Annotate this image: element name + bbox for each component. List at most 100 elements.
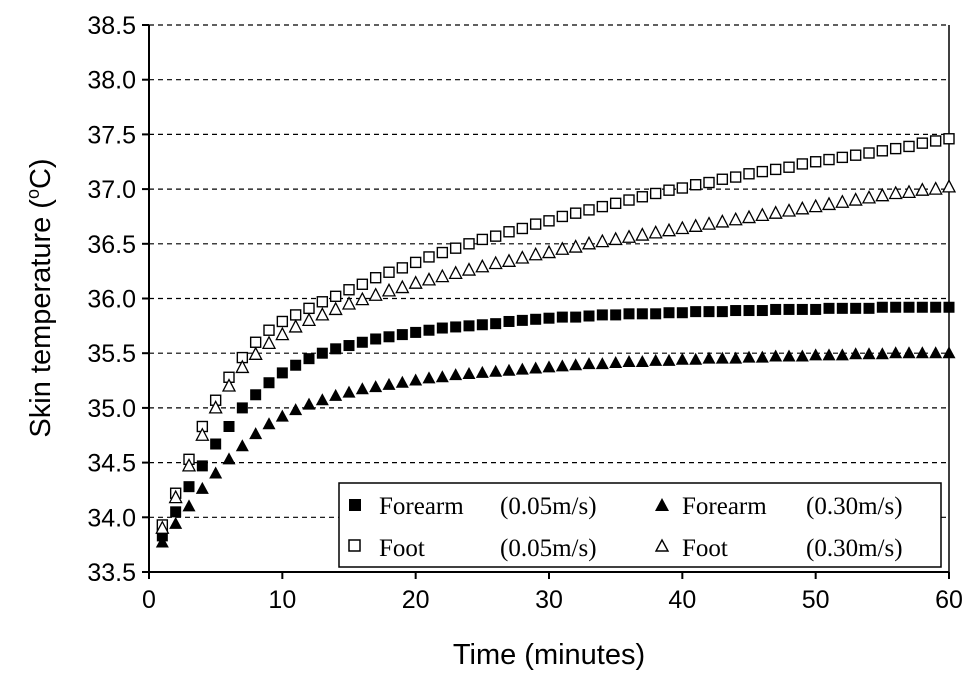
legend-label: Foot — [682, 535, 728, 562]
data-point — [424, 325, 435, 336]
data-point — [423, 273, 435, 285]
data-point — [410, 277, 422, 289]
data-point — [690, 220, 702, 232]
x-tick-label: 60 — [935, 586, 963, 614]
data-point — [236, 439, 249, 451]
data-point — [583, 357, 596, 369]
data-point — [837, 303, 848, 314]
data-point — [944, 134, 954, 144]
data-point — [544, 313, 555, 324]
series-2 — [157, 134, 954, 530]
data-point — [423, 371, 436, 383]
data-point — [384, 331, 395, 342]
data-point — [491, 231, 501, 241]
x-tick-label: 10 — [268, 586, 296, 614]
data-point — [809, 348, 822, 360]
grid — [149, 25, 949, 517]
data-point — [344, 285, 354, 295]
data-point — [863, 191, 875, 203]
data-point — [717, 174, 727, 184]
data-point — [637, 192, 647, 202]
data-point — [343, 386, 356, 398]
data-point — [223, 452, 236, 464]
data-point — [277, 316, 287, 326]
legend-label-suffix: (0.30m/s) — [806, 493, 903, 520]
data-point — [770, 207, 782, 219]
data-point — [410, 327, 421, 338]
data-point — [557, 211, 567, 221]
data-point — [717, 306, 728, 317]
data-point — [744, 305, 755, 316]
data-point — [504, 316, 515, 327]
data-point — [664, 307, 675, 318]
data-point — [249, 427, 262, 439]
data-point — [463, 264, 475, 276]
data-point — [916, 346, 929, 358]
data-point — [450, 267, 462, 279]
data-point — [624, 308, 635, 319]
data-point — [596, 235, 608, 247]
y-axis-title: Skin temperature (oC) — [23, 158, 57, 437]
data-point — [850, 194, 862, 206]
y-tick-label: 35.5 — [87, 340, 136, 368]
data-point — [450, 321, 461, 332]
data-point — [769, 349, 782, 361]
data-point — [490, 318, 501, 329]
data-point — [516, 363, 529, 375]
y-tick-label: 38.0 — [87, 67, 136, 95]
data-point — [276, 410, 289, 422]
data-point — [436, 270, 448, 282]
data-point — [357, 337, 368, 348]
y-ticks: 33.5 34.0 34.5 35.0 35.5 36.0 36.5 37.0 37.5 38.0… — [87, 12, 149, 587]
data-point — [183, 499, 196, 511]
y-tick-label: 36.0 — [87, 286, 136, 314]
data-point — [557, 312, 568, 323]
data-point — [371, 273, 381, 283]
data-point — [490, 257, 502, 269]
data-point — [276, 328, 288, 340]
legend-label-suffix: (0.05m/s) — [500, 493, 597, 520]
data-point — [889, 346, 902, 358]
legend-label: Forearm — [379, 493, 464, 520]
data-point — [770, 304, 781, 315]
data-point — [570, 312, 581, 323]
y-tick-label: 34.5 — [87, 450, 136, 478]
data-point — [703, 352, 716, 364]
x-axis-title: Time (minutes) — [453, 639, 645, 671]
data-point — [304, 353, 315, 364]
data-point — [396, 376, 409, 388]
y-tick-label: 37.0 — [87, 176, 136, 204]
data-point — [424, 252, 434, 262]
data-point — [796, 349, 809, 361]
data-point — [876, 347, 889, 359]
data-point — [663, 224, 675, 236]
data-point — [704, 178, 714, 188]
data-point — [836, 348, 849, 360]
data-point — [756, 209, 768, 221]
data-point — [610, 309, 621, 320]
legend-label-suffix: (0.05m/s) — [500, 535, 597, 562]
data-point — [397, 263, 407, 273]
data-point — [464, 320, 475, 331]
data-point — [903, 186, 915, 198]
data-point — [411, 257, 421, 267]
data-point — [649, 354, 662, 366]
data-point — [864, 148, 874, 158]
data-point — [169, 517, 182, 529]
y-tick-label: 36.5 — [87, 231, 136, 259]
data-point — [796, 202, 808, 214]
data-point — [196, 482, 209, 494]
data-point — [690, 306, 701, 317]
legend-marker-open-square — [349, 540, 360, 551]
x-tick-label: 20 — [402, 586, 430, 614]
data-point — [651, 188, 661, 198]
data-point — [743, 351, 756, 363]
legend-label-suffix: (0.30m/s) — [806, 535, 903, 562]
data-point — [476, 260, 488, 272]
data-point — [771, 164, 781, 174]
data-point — [210, 439, 221, 450]
data-point — [289, 403, 302, 415]
data-point — [837, 152, 847, 162]
data-point — [503, 364, 516, 376]
legend-marker-filled-square — [349, 499, 361, 511]
